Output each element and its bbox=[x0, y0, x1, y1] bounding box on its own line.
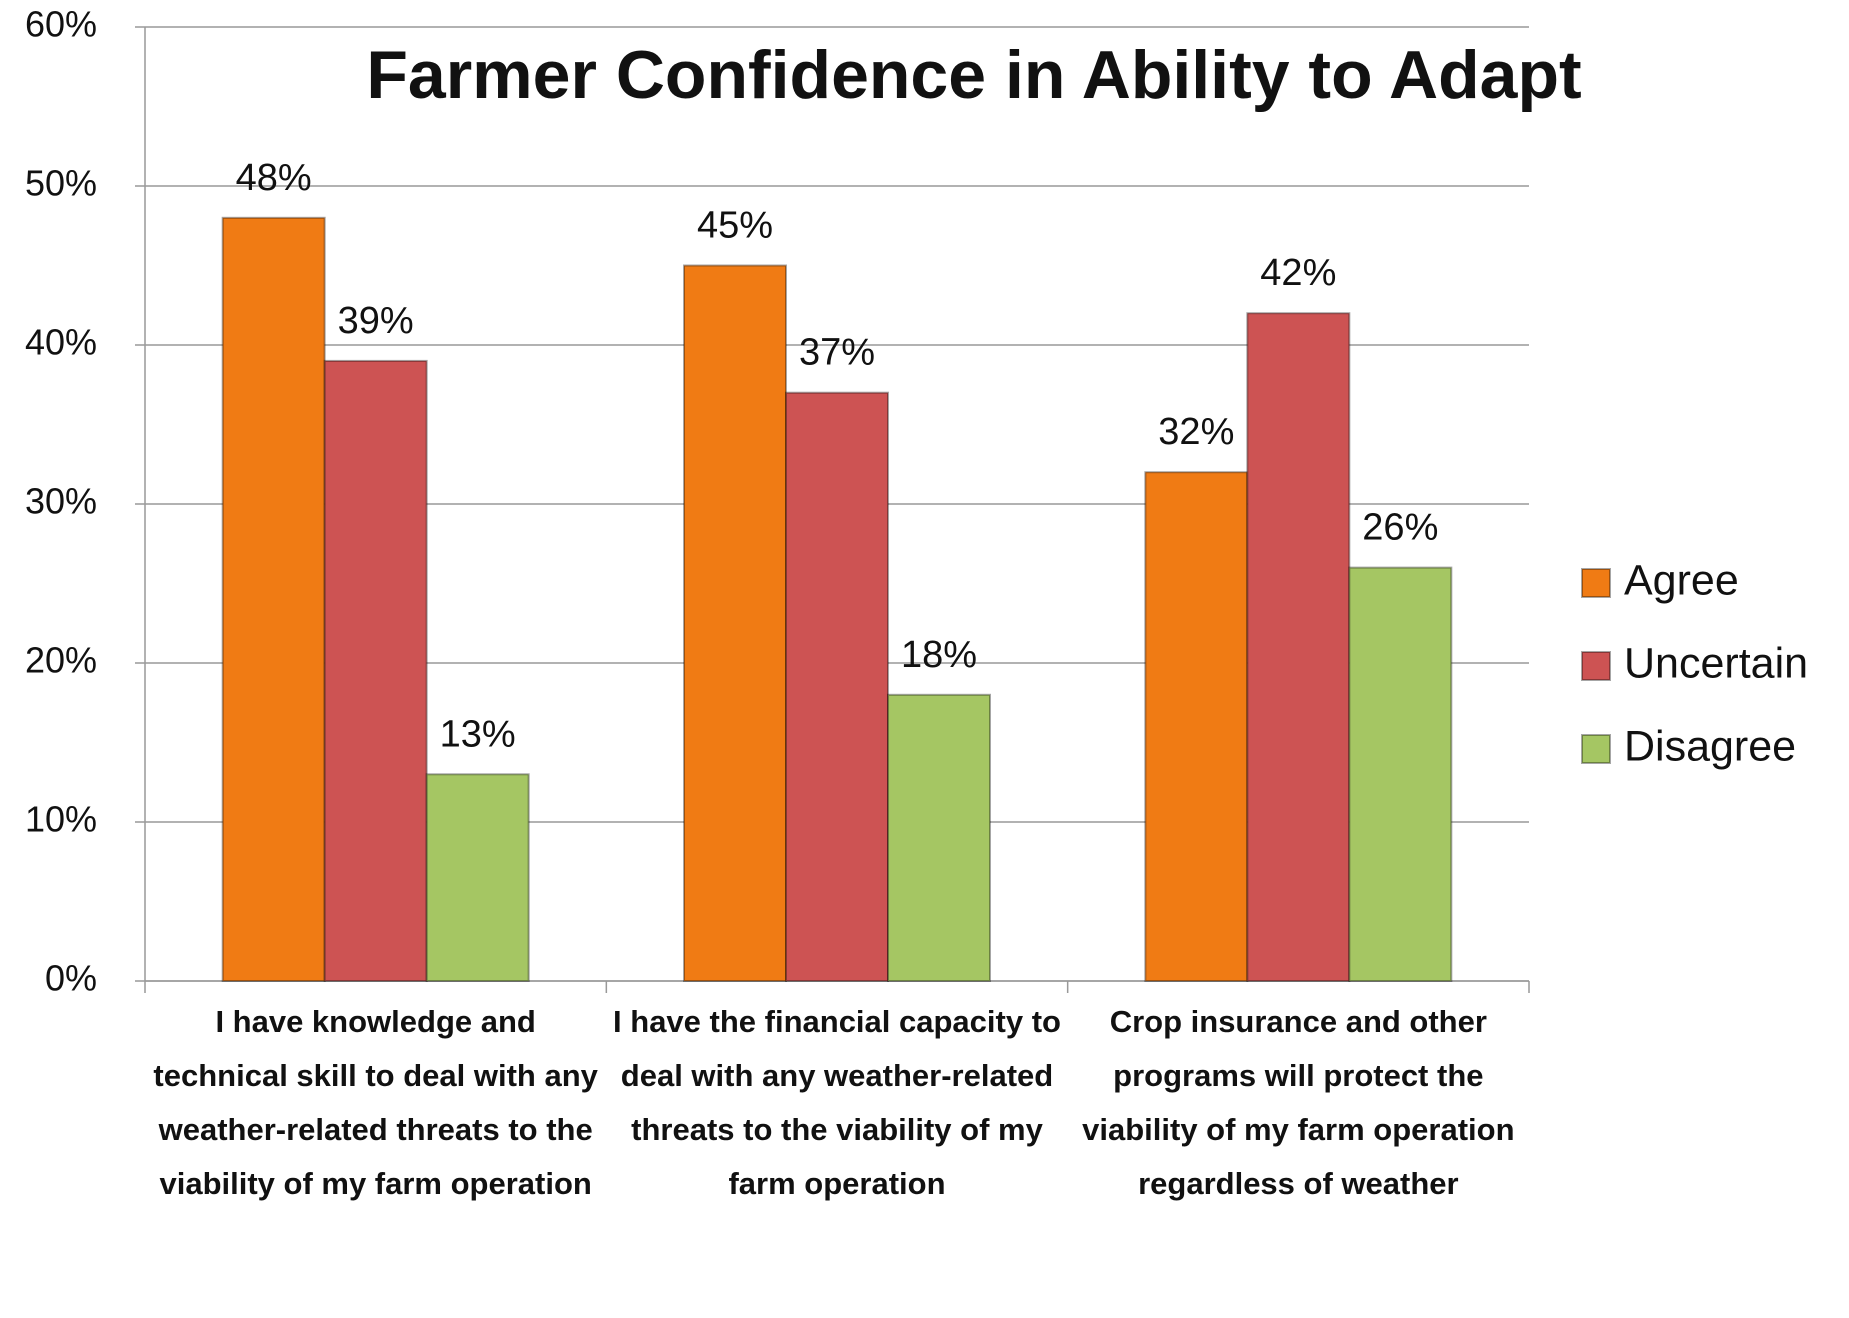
chart-title: Farmer Confidence in Ability to Adapt bbox=[366, 37, 1581, 113]
y-tick-label: 0% bbox=[45, 958, 97, 999]
bar bbox=[1348, 566, 1453, 982]
y-tick-label: 30% bbox=[25, 481, 97, 522]
data-label: 48% bbox=[236, 157, 312, 199]
bar bbox=[683, 264, 787, 982]
data-label: 32% bbox=[1158, 411, 1234, 453]
legend-swatch bbox=[1581, 734, 1611, 764]
legend-label: Uncertain bbox=[1624, 639, 1808, 687]
bar bbox=[425, 773, 530, 982]
bar bbox=[323, 359, 428, 982]
legend-label: Agree bbox=[1624, 556, 1739, 604]
bar bbox=[887, 693, 991, 982]
data-label: 45% bbox=[697, 205, 773, 247]
x-tick-label: Crop insurance and other programs will p… bbox=[1082, 1004, 1515, 1201]
legend-label: Disagree bbox=[1624, 722, 1796, 770]
data-label: 26% bbox=[1362, 507, 1438, 549]
bar bbox=[785, 391, 889, 982]
y-tick-label: 20% bbox=[25, 640, 97, 681]
data-label: 39% bbox=[338, 300, 414, 342]
bar bbox=[221, 216, 326, 983]
y-tick-label: 50% bbox=[25, 163, 97, 204]
x-tick-label: I have the financial capacity to deal wi… bbox=[613, 1004, 1061, 1201]
y-tick-label: 40% bbox=[25, 322, 97, 363]
data-label: 42% bbox=[1260, 252, 1336, 294]
y-tick-label: 60% bbox=[25, 4, 97, 45]
legend-swatch bbox=[1581, 568, 1611, 598]
data-label: 18% bbox=[901, 634, 977, 676]
data-label: 37% bbox=[799, 332, 875, 374]
bar bbox=[1246, 312, 1351, 982]
x-tick-label: I have knowledge and technical skill to … bbox=[153, 1004, 598, 1201]
bar bbox=[1144, 471, 1249, 982]
y-tick-label: 10% bbox=[25, 799, 97, 840]
legend-swatch bbox=[1581, 651, 1611, 681]
data-label: 13% bbox=[440, 713, 516, 755]
